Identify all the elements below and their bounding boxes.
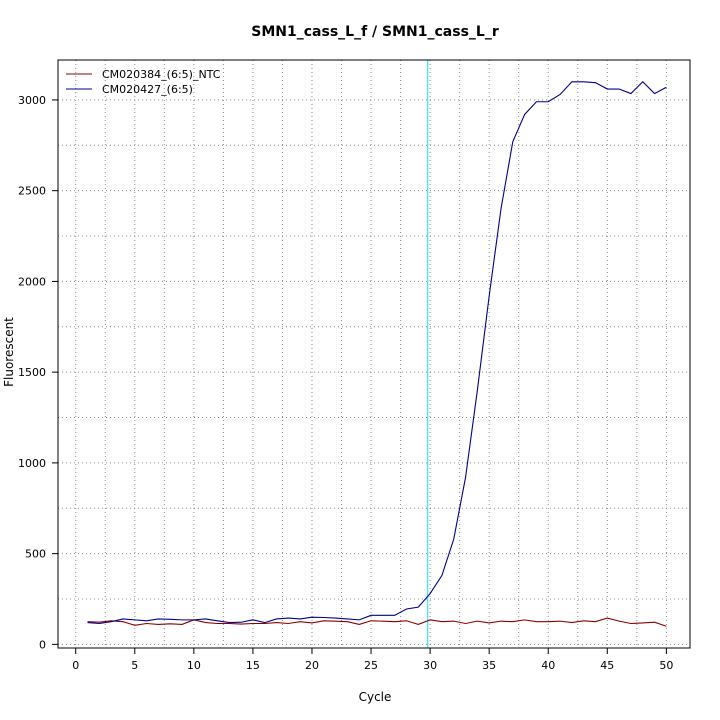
x-axis: 0 5 10 15 20 25 30 35 40 45 50 — [72, 648, 673, 672]
x-tick-label: 5 — [131, 659, 138, 672]
y-tick-label: 0 — [39, 638, 46, 651]
x-axis-label: Cycle — [359, 690, 392, 704]
legend-label-2: CM020427_(6:5) — [102, 83, 193, 96]
y-tick-label: 1500 — [18, 366, 46, 379]
x-tick-label: 20 — [305, 659, 319, 672]
grid-lines — [58, 60, 690, 648]
x-tick-label: 10 — [187, 659, 201, 672]
chart-title: SMN1_cass_L_f / SMN1_cass_L_r — [251, 24, 499, 40]
x-tick-label: 0 — [72, 659, 79, 672]
x-tick-label: 40 — [541, 659, 555, 672]
legend-label-1: CM020384_(6:5)_NTC — [102, 68, 221, 81]
series-line-2 — [87, 81, 667, 625]
y-tick-label: 500 — [25, 548, 46, 561]
y-tick-label: 1000 — [18, 457, 46, 470]
y-tick-label: 2000 — [18, 275, 46, 288]
legend: CM020384_(6:5)_NTC CM020427_(6:5) — [66, 68, 221, 96]
x-tick-label: 30 — [423, 659, 437, 672]
x-tick-label: 35 — [482, 659, 496, 672]
y-axis: 0 500 1000 1500 2000 2500 3000 — [18, 94, 58, 651]
y-tick-label: 3000 — [18, 94, 46, 107]
x-tick-label: 45 — [600, 659, 614, 672]
x-tick-label: 25 — [364, 659, 378, 672]
y-axis-label: Fluorescent — [2, 317, 16, 387]
y-tick-label: 2500 — [18, 185, 46, 198]
plot-frame — [57, 59, 691, 649]
x-tick-label: 50 — [659, 659, 673, 672]
x-tick-label: 15 — [246, 659, 260, 672]
series-line-1 — [87, 617, 667, 627]
series-layer — [87, 81, 667, 627]
